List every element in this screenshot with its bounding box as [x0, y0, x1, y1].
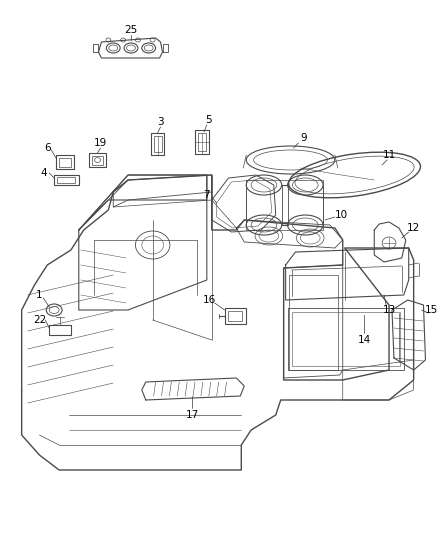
Bar	[292, 312, 400, 366]
Bar	[92, 156, 103, 165]
Text: 5: 5	[205, 115, 212, 125]
Bar	[49, 325, 71, 335]
Bar	[88, 153, 106, 167]
Text: 1: 1	[36, 290, 43, 300]
Text: 7: 7	[204, 190, 210, 200]
Bar	[154, 136, 162, 152]
Text: 9: 9	[300, 133, 307, 143]
Bar	[54, 175, 79, 185]
Bar	[151, 133, 165, 155]
Bar	[57, 177, 75, 183]
Bar	[198, 133, 206, 151]
Text: 17: 17	[185, 410, 199, 420]
Bar	[225, 308, 246, 324]
Bar	[56, 155, 74, 169]
Text: 15: 15	[425, 305, 438, 315]
Text: 14: 14	[358, 335, 371, 345]
Text: 6: 6	[44, 143, 50, 153]
Text: 16: 16	[203, 295, 216, 305]
Text: 3: 3	[157, 117, 164, 127]
Text: 11: 11	[382, 150, 396, 160]
Text: 12: 12	[407, 223, 420, 233]
Bar	[195, 130, 209, 154]
Text: 22: 22	[33, 315, 46, 325]
Bar	[288, 308, 404, 370]
Text: 19: 19	[94, 138, 107, 148]
Bar	[59, 158, 71, 167]
Bar	[289, 275, 338, 370]
Text: 10: 10	[335, 210, 348, 220]
Text: 25: 25	[124, 25, 138, 35]
Text: 4: 4	[40, 168, 46, 178]
Bar	[227, 311, 242, 321]
Text: 13: 13	[382, 305, 396, 315]
